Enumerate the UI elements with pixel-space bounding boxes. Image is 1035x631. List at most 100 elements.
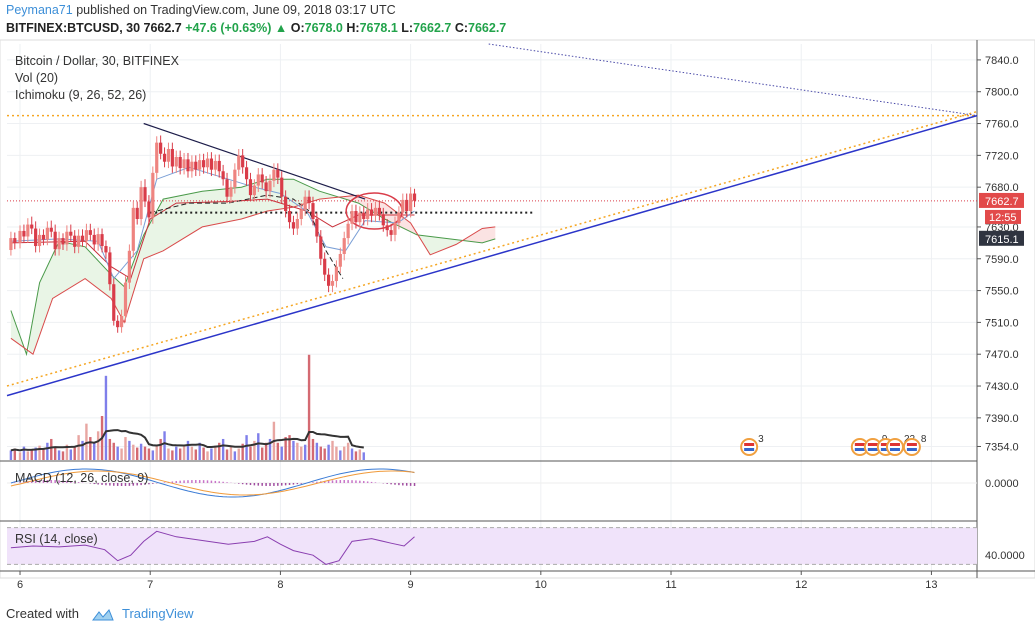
candle-body: [237, 155, 241, 170]
volume-bar: [139, 443, 143, 460]
volume-bar: [315, 442, 319, 460]
volume-bars: [9, 354, 365, 460]
tradingview-logo-icon: [91, 608, 114, 621]
candle-body: [9, 238, 13, 251]
y-tick-label: 7760.0: [985, 119, 1019, 131]
low-value: 7662.7: [413, 21, 452, 35]
macd-signal-line: [10, 470, 415, 496]
cloud-bullish: [29, 179, 339, 354]
volume-bar: [214, 445, 217, 460]
x-tick-label: 10: [535, 579, 547, 591]
volume-bar: [96, 431, 100, 460]
candle-body: [264, 182, 268, 192]
candle-body: [280, 177, 284, 197]
volume-bar: [30, 449, 33, 460]
rsi-band: [7, 527, 977, 565]
candle-body: [260, 174, 264, 183]
flag-stripe: [880, 448, 891, 451]
volume-bar: [155, 445, 158, 460]
us-flag-event-icon[interactable]: [885, 438, 904, 456]
footer: Created with TradingView: [6, 606, 194, 622]
volume-bar: [171, 450, 174, 460]
dashed-curve: [150, 194, 344, 279]
volume-bar: [9, 450, 13, 460]
high-value: 7678.1: [359, 21, 398, 35]
y-tick-label: 7720.0: [985, 150, 1019, 162]
volume-bar: [327, 444, 330, 460]
flag-stripe: [880, 443, 891, 446]
volume-bar: [46, 442, 49, 460]
candle-body: [100, 234, 104, 247]
candle-body: [385, 225, 389, 231]
us-flag-event-icon[interactable]: [740, 438, 759, 456]
y-tick-label: 7840.0: [985, 55, 1019, 67]
candle-body: [151, 172, 155, 218]
secondary-price-badge: [979, 230, 1024, 246]
candle-body: [233, 169, 237, 188]
candle-body: [170, 148, 174, 167]
flag-stripe: [889, 448, 900, 451]
candle-body: [73, 235, 77, 247]
open-label: O:: [290, 21, 305, 35]
cloud-bullish: [419, 235, 462, 255]
volume-bar: [112, 442, 115, 460]
candle-body: [229, 187, 233, 197]
candle-body: [358, 212, 362, 223]
publish-header: Peymana71 published on TradingView.com, …: [6, 3, 396, 17]
candle-body: [412, 193, 417, 201]
candle-body: [88, 230, 92, 235]
symbol-label: BITFINEX:BTCUSD, 30: [6, 21, 141, 35]
volume-bar: [151, 450, 155, 460]
candle-body: [69, 231, 73, 236]
candle-body: [190, 161, 194, 172]
volume-bar: [175, 446, 178, 460]
candle-body: [397, 212, 401, 223]
candle-body: [346, 223, 350, 239]
candle-body: [41, 234, 46, 240]
volume-bar: [65, 444, 69, 460]
candle-body: [116, 320, 120, 328]
candle-body: [389, 230, 393, 235]
volume-bar: [61, 451, 65, 460]
candle-body: [198, 160, 202, 170]
volume-bar: [268, 438, 272, 460]
volume-bar: [53, 446, 57, 460]
volume-bar: [358, 449, 362, 460]
candle-body: [155, 142, 159, 173]
cloud-bearish: [464, 226, 496, 243]
candle-body: [174, 156, 178, 167]
chart-area[interactable]: 7840.07800.07760.07720.07680.07630.07590…: [0, 0, 1035, 600]
us-flag-event-icon[interactable]: [902, 438, 921, 456]
candle-body: [377, 207, 381, 215]
chart-frame: [0, 39, 1035, 579]
close-value: 7662.7: [468, 21, 507, 35]
volume-bar: [198, 442, 201, 460]
candle-body: [37, 234, 42, 247]
volume-bar: [296, 442, 299, 460]
candle-body: [202, 160, 206, 168]
candle-body: [401, 199, 405, 213]
volume-bar: [210, 448, 213, 460]
volume-bar: [284, 437, 287, 460]
candle-body: [409, 193, 413, 212]
flag-stripe: [854, 443, 865, 446]
tradingview-link[interactable]: TradingView: [122, 606, 194, 621]
volume-bar: [276, 442, 280, 460]
volume-bar: [303, 444, 307, 460]
y-tick-label: 7390.0: [985, 413, 1019, 425]
candle-body: [147, 201, 151, 218]
candle-body: [248, 179, 253, 196]
candle-body: [112, 284, 116, 321]
volume-bar: [319, 446, 322, 460]
author-link[interactable]: Peymana71: [6, 3, 73, 17]
candle-body: [291, 222, 296, 229]
x-tick-label: 7: [147, 579, 153, 591]
volume-bar: [249, 446, 252, 460]
y-tick-label: 7470.0: [985, 349, 1019, 361]
event-markers[interactable]: 39228: [740, 434, 927, 456]
volume-bar: [229, 446, 233, 460]
volume-bar: [335, 446, 338, 460]
secondary-price-text: 7615.1: [985, 234, 1019, 246]
candle-body: [334, 266, 339, 282]
candle-body: [299, 209, 303, 219]
